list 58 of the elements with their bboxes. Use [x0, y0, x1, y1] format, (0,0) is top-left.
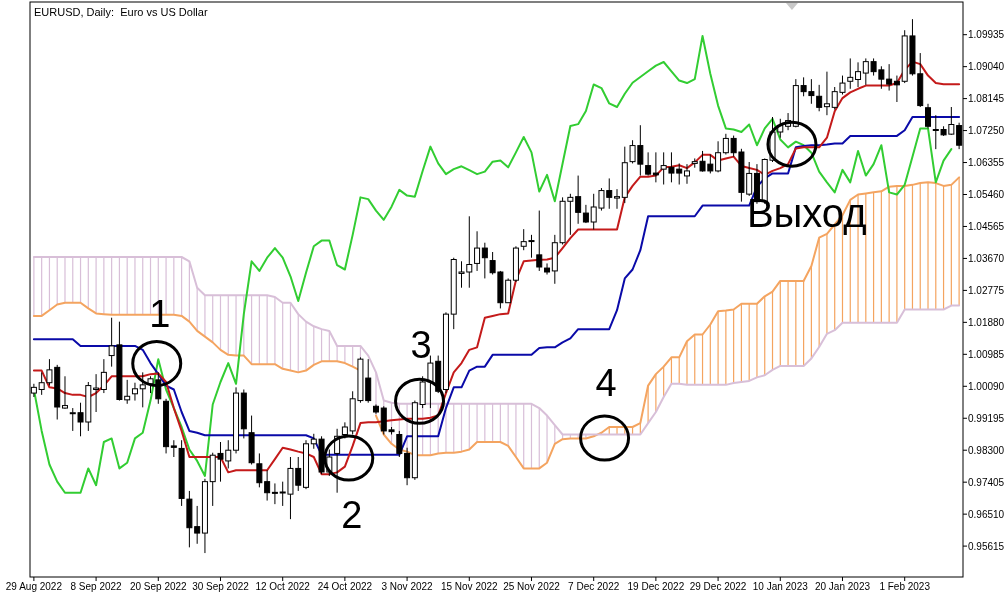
x-tick-label: 20 Jan 2023 [814, 581, 871, 592]
y-tick-label: 1.07250 [968, 125, 1005, 137]
candlestick [271, 482, 278, 505]
y-tick-label: 1.08145 [968, 93, 1005, 105]
candlestick [61, 375, 68, 410]
x-tick-label: 29 Aug 2022 [5, 581, 63, 592]
x-tick-label: 29 Dec 2022 [689, 581, 747, 592]
candlestick [100, 358, 107, 394]
y-tick-label: 1.00090 [968, 380, 1005, 392]
y-tick-label: 1.05460 [968, 189, 1005, 200]
candlestick [893, 75, 900, 103]
x-tick-label: 10 Jan 2023 [752, 581, 809, 592]
candlestick [816, 84, 823, 112]
candlestick [396, 430, 403, 458]
chart-title: EURUSD, Daily: Euro vs US Dollar [34, 6, 208, 18]
x-tick-label: 12 Oct 2022 [255, 581, 311, 592]
candlestick [652, 151, 659, 183]
x-tick-label: 3 Nov 2022 [381, 581, 434, 592]
y-tick-label: 0.97405 [968, 476, 1005, 488]
y-tick-label: 0.98300 [968, 444, 1005, 456]
y-tick-label: 0.99195 [968, 412, 1005, 424]
y-tick-label: 1.09040 [968, 61, 1005, 73]
x-tick-label: 20 Sep 2022 [129, 581, 188, 592]
annotation: 4 [595, 362, 617, 405]
annotation: 3 [410, 324, 432, 367]
y-tick-label: 1.02775 [968, 284, 1005, 296]
candlestick [131, 382, 138, 402]
y-tick-label: 1.06355 [968, 157, 1005, 169]
candlestick [536, 210, 543, 272]
y-tick-label: 1.09935 [968, 29, 1005, 41]
y-tick-label: 0.95615 [968, 540, 1005, 552]
annotation: 2 [341, 494, 363, 537]
y-tick-label: 0.96510 [968, 508, 1005, 520]
x-tick-label: 8 Sep 2022 [70, 581, 123, 592]
y-tick-label: 1.01880 [968, 316, 1005, 328]
candlestick [474, 230, 481, 272]
candlestick [715, 140, 722, 173]
candlestick [925, 103, 932, 129]
y-tick-label: 1.00985 [968, 348, 1005, 360]
candlestick [614, 188, 621, 210]
candlestick [823, 71, 830, 116]
candlestick [855, 61, 862, 88]
candlestick [481, 242, 488, 279]
candlestick [683, 163, 690, 185]
x-tick-label: 25 Nov 2022 [503, 581, 561, 592]
candlestick [93, 373, 100, 413]
y-tick-label: 1.04565 [968, 220, 1005, 232]
y-tick-label: 1.03670 [968, 252, 1005, 264]
candlestick [139, 371, 146, 408]
candlestick [847, 57, 854, 90]
x-tick-label: 7 Dec 2022 [568, 581, 620, 592]
x-tick-label: 24 Oct 2022 [317, 581, 373, 592]
x-tick-label: 30 Sep 2022 [192, 581, 250, 592]
x-tick-label: 19 Dec 2022 [627, 581, 685, 592]
x-tick-label: 1 Feb 2023 [879, 581, 931, 592]
candlestick [544, 262, 551, 275]
x-tick-label: 15 Nov 2022 [440, 581, 499, 592]
candlestick [645, 151, 652, 177]
